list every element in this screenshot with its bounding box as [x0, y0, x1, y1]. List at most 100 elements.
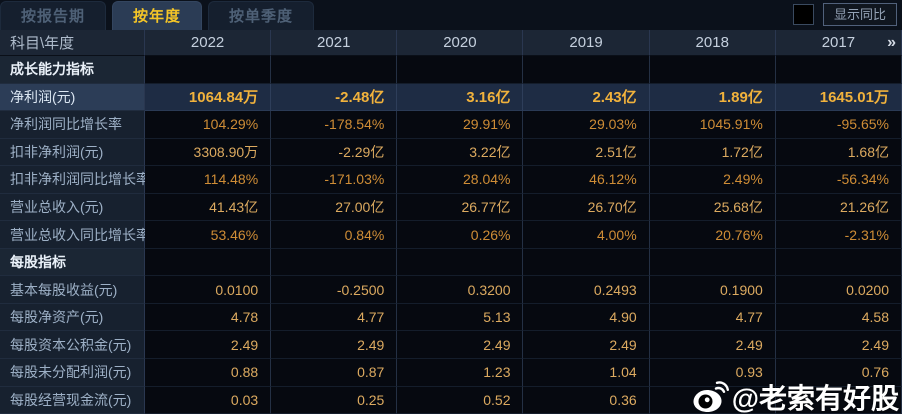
table-cell[interactable]: 25.68亿 [649, 193, 776, 222]
period-tabbar: 按报告期 按年度 按单季度 显示同比 [0, 0, 902, 30]
financial-table: 科目\年度 2022 2021 2020 2019 2018 2017 » 成长能力指标 净利润(… [0, 30, 902, 414]
table-cell[interactable]: 0.52 [397, 386, 524, 414]
table-cell[interactable]: 0.26% [397, 221, 524, 249]
table-cell[interactable]: 0.88 [145, 359, 272, 387]
table-cell[interactable]: 4.00% [523, 221, 650, 249]
table-cell[interactable]: 1064.84万 [145, 83, 272, 112]
table-cell[interactable] [775, 386, 902, 414]
row-label[interactable]: 扣非净利润(元) [0, 138, 145, 167]
table-cell[interactable]: 41.43亿 [145, 193, 272, 222]
row-label[interactable]: 每股净资产(元) [0, 303, 145, 332]
table-cell[interactable]: -171.03% [271, 166, 398, 194]
row-label[interactable]: 基本每股收益(元) [0, 276, 145, 304]
year-label: 2021 [317, 34, 351, 51]
table-cell[interactable]: 0.2493 [523, 276, 650, 304]
table-cell[interactable]: 4.77 [271, 303, 398, 332]
table-cell[interactable]: 4.78 [145, 303, 272, 332]
section-header-label: 成长能力指标 [0, 56, 145, 84]
table-cell[interactable]: 3308.90万 [145, 138, 272, 167]
row-label[interactable]: 扣非净利润同比增长率 [0, 166, 150, 194]
table-cell[interactable]: 2.49 [649, 331, 776, 360]
row-label[interactable]: 营业总收入同比增长率 [0, 221, 150, 249]
table-cell[interactable]: 26.70亿 [523, 193, 650, 222]
column-header-year: 2018 [649, 30, 776, 56]
table-cell[interactable]: 1.23 [397, 359, 524, 387]
table-cell[interactable]: 53.46% [145, 221, 272, 249]
table-cell[interactable]: -2.48亿 [271, 83, 398, 112]
year-label: 2020 [443, 34, 477, 51]
tab-annual[interactable]: 按年度 [112, 1, 203, 30]
table-cell[interactable]: 2.49% [649, 166, 776, 194]
table-cell[interactable]: 1.68亿 [775, 138, 902, 167]
table-cell[interactable]: -95.65% [775, 111, 902, 139]
tab-quarterly[interactable]: 按单季度 [208, 1, 315, 30]
row-label[interactable]: 每股资本公积金(元) [0, 331, 145, 360]
column-header-year: 2022 [145, 30, 272, 56]
table-corner-header: 科目\年度 [0, 30, 145, 56]
table-cell[interactable]: 1.04 [523, 359, 650, 387]
table-cell[interactable]: 1645.01万 [775, 83, 902, 112]
table-cell[interactable]: 1.72亿 [649, 138, 776, 167]
table-cell[interactable]: 0.03 [145, 386, 272, 414]
table-cell[interactable]: 2.49 [145, 331, 272, 360]
table-cell[interactable]: 0.36 [523, 386, 650, 414]
table-cell[interactable]: -2.31% [775, 221, 902, 249]
table-cell[interactable]: 3.22亿 [397, 138, 524, 167]
table-cell[interactable]: -178.54% [271, 111, 398, 139]
table-cell[interactable]: 0.84% [271, 221, 398, 249]
table-cell[interactable]: 0.76 [775, 359, 902, 387]
more-years-icon[interactable]: » [887, 33, 896, 51]
table-cell[interactable]: 0.0200 [775, 276, 902, 304]
section-blank-cell [271, 248, 398, 277]
table-cell[interactable]: 114.48% [145, 166, 272, 194]
show-yoy-button[interactable]: 显示同比 [823, 3, 897, 26]
table-cell[interactable]: 26.77亿 [397, 193, 524, 222]
show-yoy-checkbox[interactable] [793, 4, 814, 25]
table-cell[interactable]: 4.77 [649, 303, 776, 332]
row-label[interactable]: 净利润(元) [0, 83, 145, 112]
table-cell[interactable]: -0.2500 [271, 276, 398, 304]
table-cell[interactable]: 4.90 [523, 303, 650, 332]
table-cell[interactable]: 0.0100 [145, 276, 272, 304]
section-blank-cell [271, 56, 398, 84]
table-cell[interactable]: 2.49 [271, 331, 398, 360]
table-cell[interactable]: 104.29% [145, 111, 272, 139]
table-cell[interactable] [649, 386, 776, 414]
section-blank-cell [649, 248, 776, 277]
row-label[interactable]: 每股经营现金流(元) [0, 386, 145, 414]
table-cell[interactable]: 0.1900 [649, 276, 776, 304]
table-cell[interactable]: 5.13 [397, 303, 524, 332]
year-label: 2019 [569, 34, 603, 51]
year-label: 2017 [821, 34, 856, 51]
table-cell[interactable]: 29.03% [523, 111, 650, 139]
table-cell[interactable]: 2.43亿 [523, 83, 650, 112]
table-cell[interactable]: 29.91% [397, 111, 524, 139]
row-label[interactable]: 营业总收入(元) [0, 193, 145, 222]
table-cell[interactable]: 2.49 [523, 331, 650, 360]
column-header-year: 2017 » [775, 30, 902, 56]
table-cell[interactable]: 27.00亿 [271, 193, 398, 222]
table-cell[interactable]: 2.49 [775, 331, 902, 360]
table-cell[interactable]: -2.29亿 [271, 138, 398, 167]
row-label[interactable]: 净利润同比增长率 [0, 111, 145, 139]
table-cell[interactable]: 0.93 [649, 359, 776, 387]
table-cell[interactable]: 20.76% [649, 221, 776, 249]
table-cell[interactable]: 1045.91% [649, 111, 776, 139]
table-cell[interactable]: 28.04% [397, 166, 524, 194]
section-header-label: 每股指标 [0, 248, 145, 277]
table-cell[interactable]: 1.89亿 [649, 83, 776, 112]
table-cell[interactable]: 4.58 [775, 303, 902, 332]
table-cell[interactable]: 0.3200 [397, 276, 524, 304]
table-cell[interactable]: 21.26亿 [775, 193, 902, 222]
column-header-year: 2019 [523, 30, 650, 56]
table-cell[interactable]: 2.49 [397, 331, 524, 360]
section-blank-cell [775, 248, 902, 277]
table-cell[interactable]: 0.25 [271, 386, 398, 414]
table-cell[interactable]: 2.51亿 [523, 138, 650, 167]
table-cell[interactable]: 0.87 [271, 359, 398, 387]
tab-report-period[interactable]: 按报告期 [0, 1, 107, 30]
table-cell[interactable]: -56.34% [775, 166, 902, 194]
table-cell[interactable]: 3.16亿 [397, 83, 524, 112]
table-cell[interactable]: 46.12% [523, 166, 650, 194]
row-label[interactable]: 每股未分配利润(元) [0, 359, 145, 387]
